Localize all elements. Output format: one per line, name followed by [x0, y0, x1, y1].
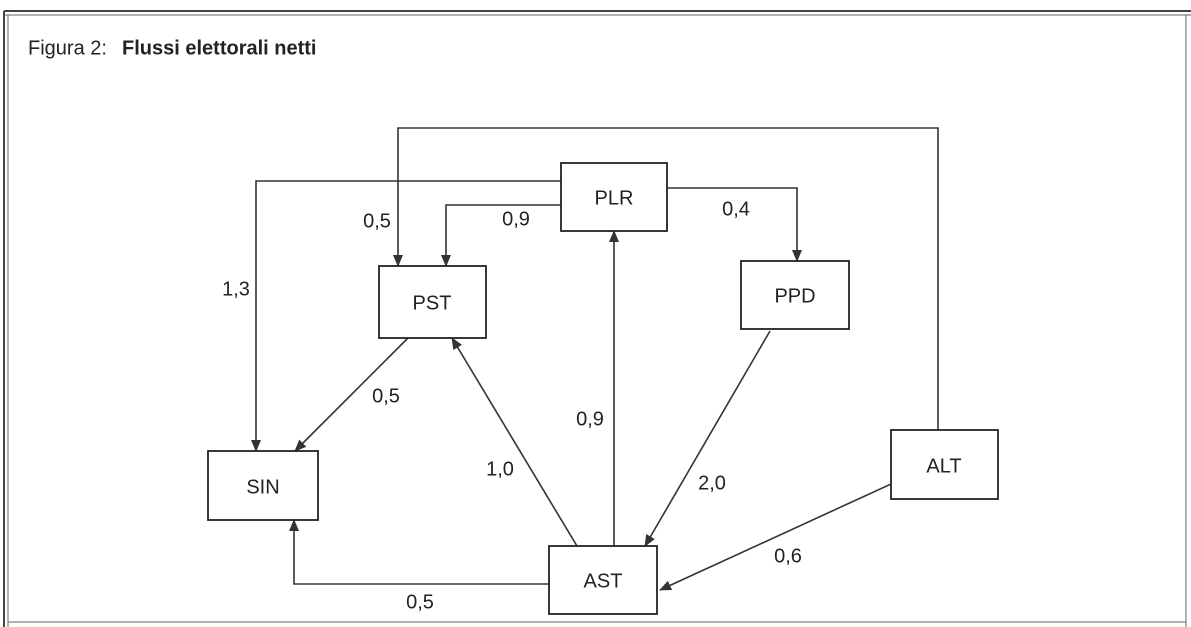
nodes: PLR PST PPD SIN AST ALT — [207, 162, 999, 615]
node-label: PST — [413, 292, 452, 314]
edge — [451, 337, 578, 547]
node-label: PLR — [595, 187, 634, 209]
edge-label: 0,6 — [774, 545, 802, 567]
edge-label: 1,3 — [222, 278, 250, 300]
node-label: AST — [584, 570, 623, 592]
edge-label: 0,5 — [372, 385, 400, 407]
edge — [251, 180, 561, 452]
edge — [393, 127, 939, 430]
edge-labels: 1,3 0,9 0,4 0,5 0,5 1,0 0,9 2,0 0,6 0,5 — [222, 198, 802, 613]
edge-label: 0,9 — [502, 208, 530, 230]
edges — [251, 127, 939, 591]
node-box — [378, 265, 487, 339]
edge — [667, 187, 802, 262]
edge — [659, 483, 892, 591]
node-box — [890, 429, 999, 500]
edge — [441, 204, 561, 267]
edge-label: 2,0 — [698, 472, 726, 494]
node-label: PPD — [774, 285, 815, 307]
node-box — [560, 162, 668, 232]
edge-label: 0,4 — [722, 198, 750, 220]
node-label: SIN — [246, 476, 279, 498]
edge — [644, 330, 771, 547]
node-box — [548, 545, 658, 615]
node-label: ALT — [926, 455, 961, 477]
edge-label: 0,5 — [363, 210, 391, 232]
node-box — [740, 260, 850, 330]
edge-label: 0,5 — [406, 591, 434, 613]
edge — [289, 519, 549, 585]
edge-label: 1,0 — [486, 458, 514, 480]
node-box — [207, 450, 319, 521]
title-main: Flussi elettorali netti — [122, 37, 316, 59]
edge — [294, 337, 409, 452]
edge-label: 0,9 — [576, 408, 604, 430]
title-prefix: Figura 2: — [28, 37, 107, 59]
